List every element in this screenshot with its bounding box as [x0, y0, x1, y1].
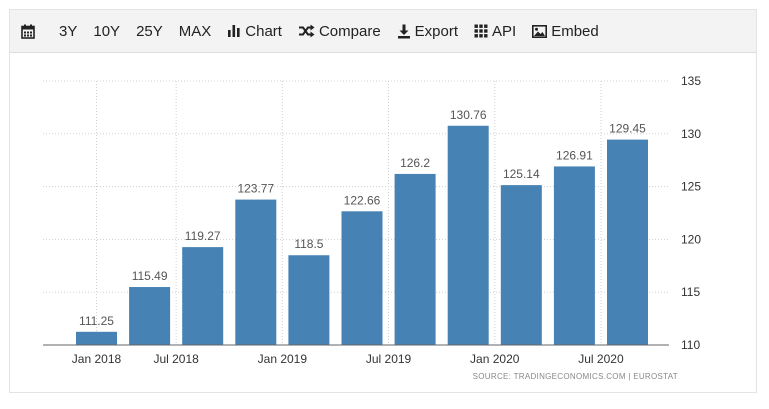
range-max-button[interactable]: MAX	[171, 10, 220, 52]
calendar-button[interactable]	[10, 10, 51, 52]
data-label: 122.66	[344, 193, 381, 207]
range-3y-button[interactable]: 3Y	[51, 10, 85, 52]
bar	[341, 211, 383, 345]
calendar-icon	[21, 24, 35, 39]
image-icon	[532, 24, 548, 38]
chart-button[interactable]: Chart	[219, 10, 290, 52]
bar	[447, 125, 489, 345]
api-label: API	[492, 22, 517, 40]
range-10y-label: 10Y	[93, 22, 121, 40]
x-tick-label: Jul 2018	[153, 352, 199, 366]
bar	[76, 331, 117, 345]
y-tick-label: 130	[681, 127, 701, 141]
bar-chart: 110 115 120 125 130 135 111.25 115.49 119.27 123.…	[43, 74, 701, 366]
bar	[394, 173, 436, 345]
bar-chart-icon	[227, 24, 241, 38]
bar	[500, 185, 542, 345]
data-label: 126.2	[400, 156, 430, 170]
shuffle-icon	[298, 24, 315, 38]
y-tick-label: 125	[681, 180, 701, 194]
data-label: 129.45	[609, 122, 646, 136]
api-button[interactable]: API	[466, 10, 524, 52]
bar	[182, 247, 224, 345]
x-tick-label: Jul 2020	[578, 352, 624, 366]
bar	[235, 199, 277, 345]
embed-button[interactable]: Embed	[524, 10, 607, 52]
toolbar: 3Y 10Y 25Y MAX Chart	[10, 10, 756, 53]
range-3y-label: 3Y	[59, 22, 78, 40]
range-25y-label: 25Y	[136, 22, 163, 40]
range-10y-button[interactable]: 10Y	[85, 10, 128, 52]
bar	[607, 139, 648, 345]
x-tick-label: Jan 2020	[470, 352, 520, 366]
source-credit: SOURCE: TRADINGECONOMICS.COM | EUROSTAT	[472, 372, 678, 381]
chart-widget: 3Y 10Y 25Y MAX Chart	[9, 9, 757, 393]
bar	[288, 255, 330, 345]
data-label: 130.76	[450, 108, 487, 122]
download-icon	[397, 24, 411, 39]
data-label: 123.77	[237, 182, 274, 196]
range-max-label: MAX	[178, 22, 212, 40]
chart-area: 110 115 120 125 130 135 111.25 115.49 119.27 123.…	[10, 53, 756, 392]
data-label: 126.91	[556, 148, 593, 162]
data-label: 115.49	[132, 269, 168, 283]
bar	[129, 287, 171, 345]
data-label: 111.25	[79, 314, 114, 328]
data-label: 125.14	[503, 167, 540, 181]
compare-button[interactable]: Compare	[290, 10, 389, 52]
chart-label: Chart	[245, 22, 282, 40]
export-label: Export	[414, 22, 459, 40]
x-tick-label: Jan 2019	[258, 352, 308, 366]
data-label: 118.5	[294, 237, 323, 251]
y-tick-label: 115	[681, 285, 700, 299]
grid-icon	[474, 24, 488, 38]
compare-label: Compare	[318, 22, 381, 40]
x-tick-label: Jul 2019	[366, 352, 412, 366]
y-tick-label: 135	[681, 74, 701, 88]
y-tick-label: 120	[681, 232, 701, 246]
data-label: 119.27	[185, 229, 221, 243]
range-25y-button[interactable]: 25Y	[128, 10, 171, 52]
export-button[interactable]: Export	[389, 10, 466, 52]
bar	[553, 166, 595, 345]
x-tick-label: Jan 2018	[72, 352, 122, 366]
y-tick-label: 110	[681, 338, 700, 352]
embed-label: Embed	[551, 22, 599, 40]
